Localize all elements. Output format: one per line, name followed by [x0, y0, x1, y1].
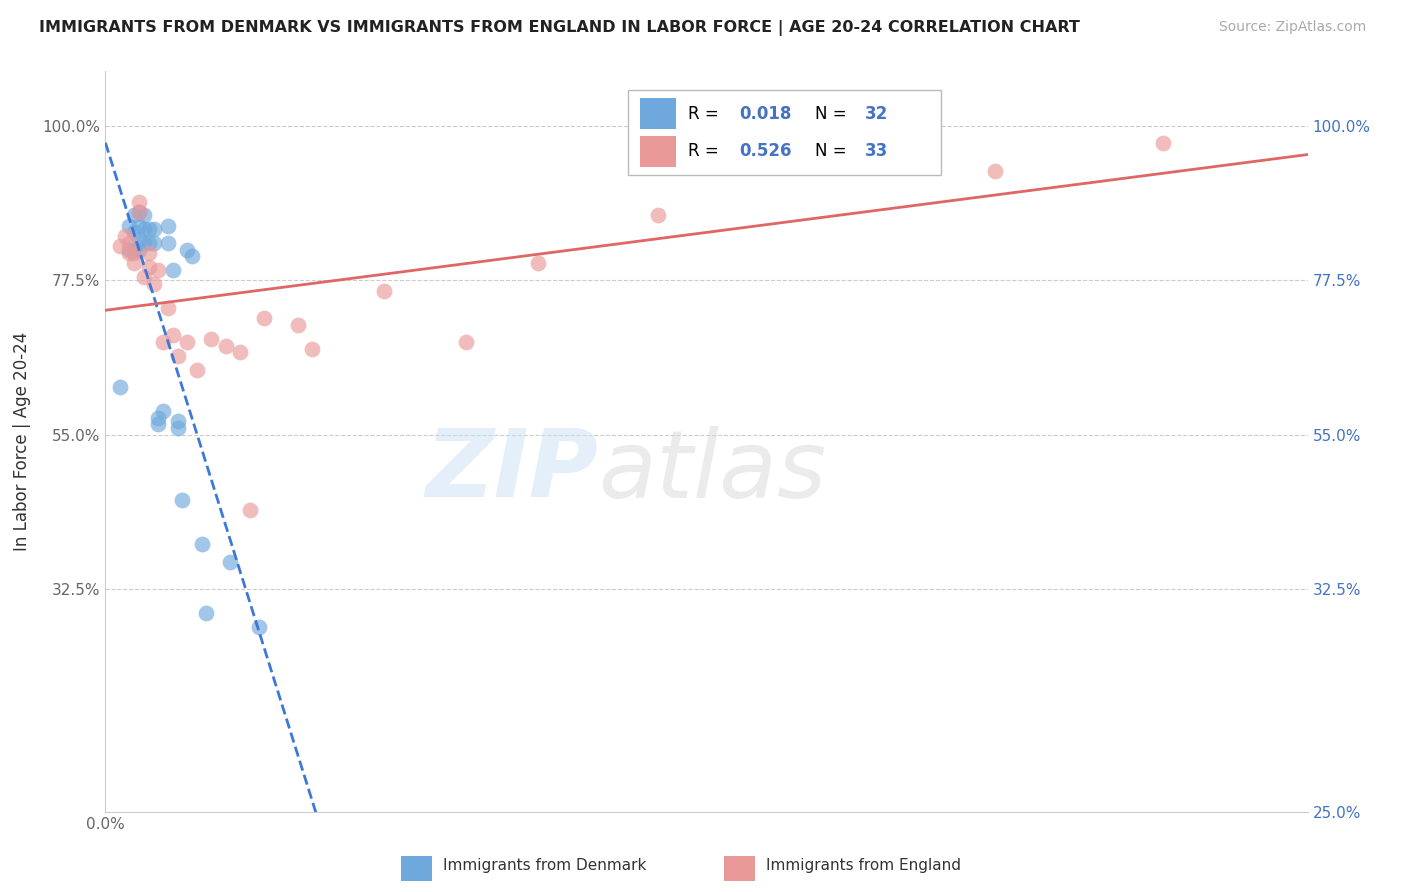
Point — [128, 205, 150, 219]
Point — [156, 219, 179, 233]
Point — [647, 208, 669, 222]
Point — [128, 194, 150, 209]
Point — [162, 263, 184, 277]
Point — [166, 414, 188, 428]
Point — [162, 328, 184, 343]
Point — [132, 208, 155, 222]
Text: Source: ZipAtlas.com: Source: ZipAtlas.com — [1219, 20, 1367, 34]
Point — [138, 246, 160, 260]
Point — [247, 619, 270, 633]
Point — [118, 243, 141, 257]
Point — [128, 219, 150, 233]
Text: ZIP: ZIP — [426, 425, 599, 517]
Point — [229, 345, 252, 359]
Text: IMMIGRANTS FROM DENMARK VS IMMIGRANTS FROM ENGLAND IN LABOR FORCE | AGE 20-24 CO: IMMIGRANTS FROM DENMARK VS IMMIGRANTS FR… — [39, 20, 1080, 36]
Point — [114, 228, 136, 243]
Text: atlas: atlas — [599, 425, 827, 516]
Point — [142, 277, 165, 291]
Point — [195, 606, 218, 620]
Text: Immigrants from England: Immigrants from England — [766, 858, 962, 872]
Point — [138, 260, 160, 274]
Point — [142, 235, 165, 250]
Point — [138, 222, 160, 236]
Point — [287, 318, 309, 332]
Point — [152, 335, 174, 350]
Point — [253, 311, 276, 326]
Point — [148, 417, 170, 432]
Point — [142, 222, 165, 236]
Text: Immigrants from Denmark: Immigrants from Denmark — [443, 858, 647, 872]
Point — [186, 362, 208, 376]
Point — [454, 335, 477, 350]
Point — [128, 232, 150, 246]
Point — [200, 332, 222, 346]
Point — [152, 403, 174, 417]
Point — [132, 235, 155, 250]
Point — [118, 235, 141, 250]
Point — [156, 235, 179, 250]
Point — [214, 338, 236, 352]
Point — [239, 503, 262, 517]
Point — [124, 243, 146, 257]
Text: 32: 32 — [865, 104, 889, 122]
FancyBboxPatch shape — [640, 98, 676, 129]
FancyBboxPatch shape — [628, 90, 941, 175]
Text: 33: 33 — [865, 143, 889, 161]
Point — [148, 410, 170, 425]
Point — [176, 243, 198, 257]
Point — [124, 256, 146, 270]
Point — [132, 222, 155, 236]
Point — [156, 301, 179, 315]
Text: N =: N = — [814, 104, 852, 122]
Point — [176, 335, 198, 350]
Text: 0.018: 0.018 — [740, 104, 792, 122]
Point — [1152, 136, 1174, 151]
FancyBboxPatch shape — [640, 136, 676, 167]
Point — [124, 226, 146, 240]
Point — [527, 256, 550, 270]
Point — [373, 284, 395, 298]
Point — [128, 243, 150, 257]
Point — [148, 263, 170, 277]
Point — [108, 380, 131, 394]
Point — [181, 250, 204, 264]
Text: R =: R = — [689, 143, 724, 161]
Point — [166, 349, 188, 363]
Point — [190, 537, 212, 551]
Text: 0.526: 0.526 — [740, 143, 792, 161]
Point — [118, 246, 141, 260]
Point — [128, 205, 150, 219]
Point — [124, 208, 146, 222]
Point — [172, 492, 194, 507]
Point — [219, 554, 242, 568]
Point — [301, 342, 323, 356]
Point — [118, 219, 141, 233]
Point — [132, 270, 155, 285]
Point — [984, 163, 1007, 178]
Point — [166, 421, 188, 435]
Point — [815, 150, 838, 164]
Text: N =: N = — [814, 143, 852, 161]
Point — [108, 239, 131, 253]
Point — [124, 246, 146, 260]
Point — [138, 235, 160, 250]
Y-axis label: In Labor Force | Age 20-24: In Labor Force | Age 20-24 — [14, 332, 31, 551]
Text: R =: R = — [689, 104, 724, 122]
